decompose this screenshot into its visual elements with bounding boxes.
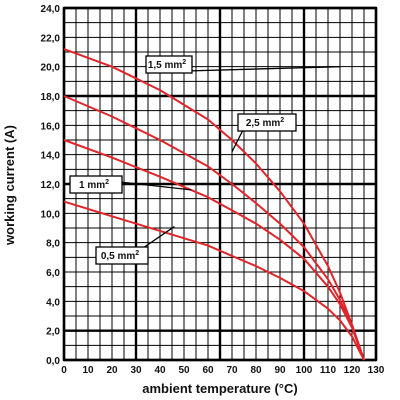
y-tick-label: 10,0 [41, 209, 61, 220]
annotation-box [237, 113, 297, 132]
x-tick-label: 0 [61, 365, 67, 376]
series-annotation: 1,5 mm2 [145, 55, 341, 74]
annotation-box [145, 55, 193, 74]
annotation-label: 0,5 mm2 [101, 250, 139, 262]
x-tick-label: 50 [178, 365, 190, 376]
y-tick-label: 22,0 [41, 33, 61, 44]
x-tick-labels: 0 10 20 30 40 50 60 70 80 90 100 110 120 130 [61, 365, 385, 376]
x-axis-title: ambient temperature (°C) [142, 381, 297, 396]
series-annotation: 2,5 mm2 [231, 113, 297, 153]
series-lines [63, 48, 365, 361]
y-tick-label: 2,0 [46, 327, 60, 338]
leader-line [119, 181, 192, 191]
y-tick-label: 16,0 [41, 121, 61, 132]
plot-frame [62, 6, 378, 362]
y-tick-label: 4,0 [46, 297, 60, 308]
x-tick-label: 90 [274, 365, 286, 376]
y-tick-label: 6,0 [46, 268, 60, 279]
x-tick-label: 70 [226, 365, 238, 376]
x-tick-label: 30 [130, 365, 142, 376]
x-tick-label: 120 [344, 365, 361, 376]
annotation-box [69, 175, 123, 194]
x-tick-label: 100 [296, 365, 313, 376]
x-tick-label: 80 [250, 365, 262, 376]
y-tick-label: 20,0 [41, 63, 61, 74]
major-grid [62, 6, 378, 362]
series-line [63, 48, 365, 361]
series-annotation: 1 mm2 [69, 175, 192, 194]
x-tick-label: 40 [154, 365, 166, 376]
annotation-label: 2,5 mm2 [246, 117, 284, 129]
y-tick-label: 24,0 [41, 4, 61, 15]
leader-line [139, 225, 175, 251]
leader-line [231, 127, 245, 153]
annotation-label: 1,5 mm2 [148, 59, 186, 71]
y-tick-label: 12,0 [41, 180, 61, 191]
y-tick-label: 14,0 [41, 151, 61, 162]
x-tick-label: 20 [106, 365, 118, 376]
series-line [63, 200, 365, 361]
x-tick-label: 130 [368, 365, 385, 376]
series-line [63, 139, 365, 361]
x-tick-label: 10 [82, 365, 94, 376]
series-line [63, 95, 365, 361]
annotation-label: 1 mm2 [79, 179, 109, 191]
x-tick-label: 110 [320, 365, 337, 376]
y-axis-title: working current (A) [2, 125, 17, 246]
annotation-box [95, 246, 149, 265]
y-tick-label: 0,0 [46, 356, 60, 367]
annotations: 1,5 mm2 2,5 mm2 1 mm2 0,5 mm2 [69, 55, 341, 265]
x-tick-label: 60 [202, 365, 214, 376]
y-tick-label: 8,0 [46, 239, 60, 250]
y-tick-label: 18,0 [41, 92, 61, 103]
series-annotation: 0,5 mm2 [95, 225, 175, 265]
y-tick-labels: 0,0 2,0 4,0 6,0 8,0 10,0 12,0 14,0 16,0 18,0 20,0 2… [41, 4, 61, 367]
